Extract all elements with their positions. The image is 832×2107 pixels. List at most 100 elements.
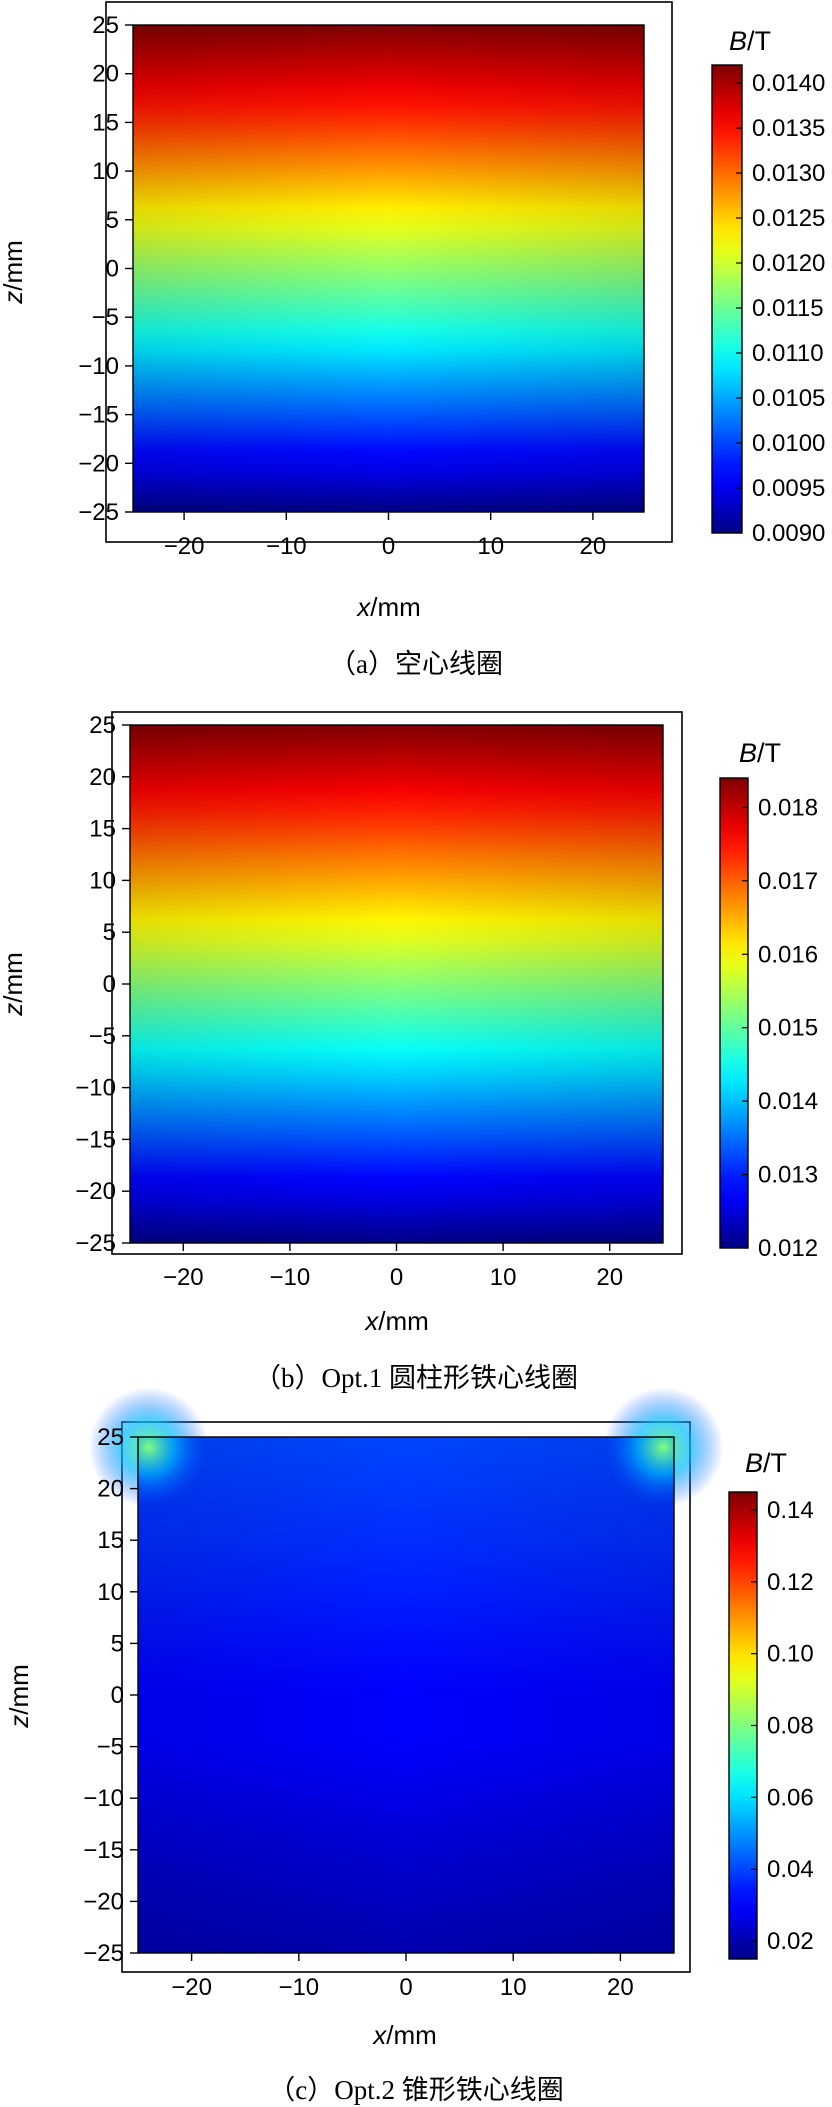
x-tick-label: 20 xyxy=(596,1264,623,1291)
x-tick-label: 10 xyxy=(500,1974,527,2001)
y-tick-label: 0 xyxy=(103,971,116,998)
panel-a-frame xyxy=(105,1,673,543)
x-tick-label: −20 xyxy=(171,1974,212,2001)
y-tick-label: 25 xyxy=(89,712,116,739)
y-tick-label: −20 xyxy=(78,450,119,477)
y-tick-label: 25 xyxy=(97,1424,124,1451)
panel-b-frame xyxy=(111,711,683,1255)
y-tick-label: 20 xyxy=(92,61,119,88)
x-tick-label: 0 xyxy=(382,533,395,560)
y-tick-label: −5 xyxy=(89,1023,116,1050)
x-tick-label: 10 xyxy=(477,533,504,560)
y-tick-label: 20 xyxy=(89,764,116,791)
panel-b-x-ticks: −20 −10 0 10 20 xyxy=(163,1243,623,1291)
colorbar-tick-label: 0.0120 xyxy=(752,250,825,277)
panel-b-colorbar: 0.018 0.017 0.016 0.015 0.014 0.013 0.012 xyxy=(719,777,818,1262)
y-tick-label: −20 xyxy=(83,1888,124,1915)
colorbar-tick-label: 0.0090 xyxy=(752,520,825,547)
panel-a-x-ticks: −20 −10 0 10 20 xyxy=(164,512,607,560)
panel-a-x-axis-label: x/mm xyxy=(355,592,421,622)
colorbar-tick-label: 0.013 xyxy=(758,1162,818,1189)
x-tick-label: 0 xyxy=(390,1264,403,1291)
panel-a-colorbar-title: B/T xyxy=(729,26,771,56)
x-tick-label: −10 xyxy=(270,1264,311,1291)
panel-c-x-axis-label: x/mm xyxy=(371,2020,437,2050)
y-tick-label: 25 xyxy=(92,12,119,39)
colorbar-tick-label: 0.0140 xyxy=(752,70,825,97)
colorbar-tick-label: 0.0125 xyxy=(752,205,825,232)
colorbar-tick-label: 0.0130 xyxy=(752,160,825,187)
colorbar-tick-label: 0.014 xyxy=(758,1088,818,1115)
y-tick-label: −25 xyxy=(78,499,119,526)
panel-c-heatmap xyxy=(88,1387,724,1954)
panel-c: −20 −10 0 10 20 25 20 15 10 5 0 −5 −10 −15 −20 −25 x/m… xyxy=(4,1387,814,2105)
y-tick-label: −5 xyxy=(97,1734,124,1761)
panel-a-y-axis-label: z/mm xyxy=(0,240,28,305)
panel-b-colorbar-title: B/T xyxy=(739,738,781,768)
panel-b-heatmap xyxy=(129,724,664,1244)
heatmap-edge-shade xyxy=(130,725,663,1243)
y-tick-label: 5 xyxy=(106,207,119,234)
y-tick-label: −20 xyxy=(75,1178,116,1205)
y-tick-label: −10 xyxy=(83,1785,124,1812)
y-tick-label: −15 xyxy=(83,1837,124,1864)
colorbar-tick-label: 0.10 xyxy=(767,1641,814,1668)
y-tick-label: 0 xyxy=(106,256,119,283)
panel-a-heatmap xyxy=(132,24,645,513)
panel-a-colorbar: 0.0140 0.0135 0.0130 0.0125 0.0120 0.0115 0.01… xyxy=(711,64,825,547)
panel-a-y-ticks: 25 20 15 10 5 0 −5 −10 −15 −20 −25 xyxy=(78,12,133,526)
panel-c-colorbar-title: B/T xyxy=(745,1448,787,1478)
panel-b-x-axis-label: x/mm xyxy=(363,1306,429,1336)
panel-b: −20 −10 0 10 20 25 20 15 10 5 0 −5 −10 −15 −20 −25 x/m… xyxy=(0,711,818,1393)
panel-b-y-axis-label: z/mm xyxy=(0,952,28,1017)
panel-b-y-ticks: 25 20 15 10 5 0 −5 −10 −15 −20 −25 xyxy=(75,712,130,1257)
heatmap-edge-shade xyxy=(138,1437,674,1953)
x-tick-label: 10 xyxy=(490,1264,517,1291)
y-tick-label: 10 xyxy=(97,1579,124,1606)
colorbar-tick-label: 0.14 xyxy=(767,1497,814,1524)
colorbar-tick-label: 0.0115 xyxy=(752,295,824,322)
panel-c-y-ticks: 25 20 15 10 5 0 −5 −10 −15 −20 −25 xyxy=(83,1424,138,1967)
y-tick-label: −10 xyxy=(75,1075,116,1102)
colorbar-tick-label: 0.0135 xyxy=(752,115,825,142)
y-tick-label: 5 xyxy=(103,919,116,946)
panel-c-x-ticks: −20 −10 0 10 20 xyxy=(171,1953,634,2001)
colorbar-tick-label: 0.12 xyxy=(767,1569,814,1596)
field-hotspot xyxy=(603,1387,724,1508)
panel-c-caption: （c）Opt.2 锥形铁心线圈 xyxy=(268,2075,563,2105)
colorbar-tick-label: 0.016 xyxy=(758,941,818,968)
y-tick-label: 0 xyxy=(111,1682,124,1709)
x-tick-label: −20 xyxy=(163,1264,204,1291)
y-tick-label: 5 xyxy=(111,1630,124,1657)
colorbar-tick-label: 0.08 xyxy=(767,1713,814,1740)
x-tick-label: −20 xyxy=(164,533,205,560)
y-tick-label: 10 xyxy=(92,158,119,185)
y-tick-label: 15 xyxy=(89,816,116,843)
panel-a: −20 −10 0 10 20 25 20 15 10 5 0 −5 −10 −15 −20 −25 x/m… xyxy=(0,1,825,679)
field-hotspot xyxy=(88,1387,209,1508)
y-tick-label: 15 xyxy=(92,109,119,136)
panel-a-caption: （a）空心线圈 xyxy=(329,649,503,679)
panel-c-y-axis-label: z/mm xyxy=(4,1664,34,1729)
x-tick-label: 20 xyxy=(580,533,607,560)
panel-c-frame xyxy=(121,1421,691,1973)
colorbar-tick-label: 0.012 xyxy=(758,1235,818,1262)
colorbar-tick-label: 0.0100 xyxy=(752,430,825,457)
colorbar-gradient xyxy=(719,777,749,1249)
colorbar-tick-label: 0.017 xyxy=(758,868,818,895)
x-tick-label: −10 xyxy=(278,1974,319,2001)
panel-b-caption: （b）Opt.1 圆柱形铁心线圈 xyxy=(254,1363,578,1393)
y-tick-label: −25 xyxy=(75,1230,116,1257)
colorbar-tick-label: 0.018 xyxy=(758,794,818,821)
y-tick-label: −15 xyxy=(78,402,119,429)
colorbar-tick-label: 0.02 xyxy=(767,1928,814,1955)
y-tick-label: −15 xyxy=(75,1126,116,1153)
y-tick-label: −25 xyxy=(83,1940,124,1967)
y-tick-label: 10 xyxy=(89,867,116,894)
panel-c-colorbar: 0.14 0.12 0.10 0.08 0.06 0.04 0.02 xyxy=(728,1491,814,1960)
x-tick-label: −10 xyxy=(266,533,307,560)
x-tick-label: 0 xyxy=(399,1974,412,2001)
heatmap-edge-shade xyxy=(133,25,644,512)
y-tick-label: 15 xyxy=(97,1527,124,1554)
